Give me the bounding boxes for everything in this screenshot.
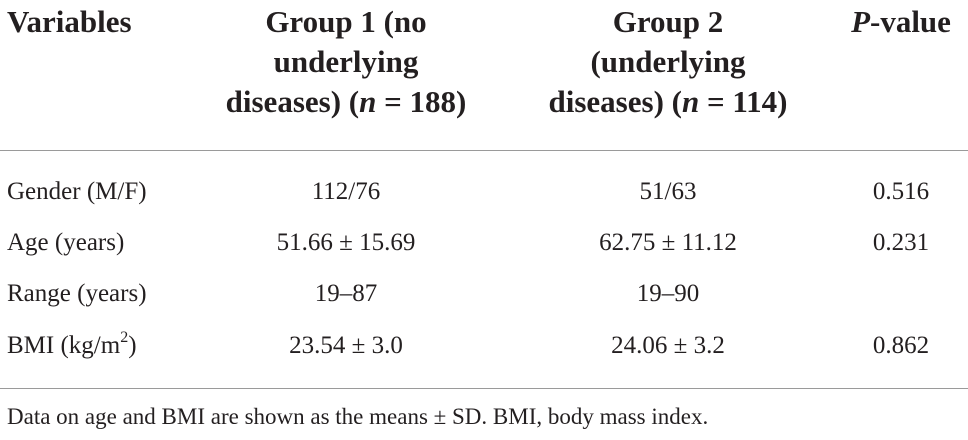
header-group1-line3: diseases) (n = 188) — [196, 82, 496, 122]
table-row: Gender (M/F) 112/76 51/63 0.516 — [0, 172, 968, 212]
header-pvalue-label: P-value — [836, 2, 966, 42]
row-p-value: 0.516 — [872, 178, 930, 205]
bmi-label-prefix: BMI (kg/m — [7, 332, 121, 359]
row-group1-value: 112/76 — [311, 178, 381, 205]
row-group2-value: 24.06 ± 3.2 — [611, 332, 725, 359]
table-row: Range (years) 19–87 19–90 — [0, 274, 968, 314]
table-header-variables: Variables — [7, 2, 132, 42]
header-group1-line2: underlying — [273, 44, 419, 79]
header-group2-line3-prefix: diseases) ( — [548, 84, 682, 119]
header-group2-line1: Group 2 — [612, 4, 724, 39]
row-group1-value: 19–87 — [314, 280, 378, 307]
row-variable-label: BMI (kg/m2) — [7, 326, 137, 366]
row-group2-value: 62.75 ± 11.12 — [599, 229, 737, 256]
row-group1-value: 51.66 ± 15.69 — [276, 229, 416, 256]
row-group1-value: 23.54 ± 3.0 — [289, 332, 403, 359]
header-group2-line2: (underlying — [590, 44, 746, 79]
table-row: BMI (kg/m2) 23.54 ± 3.0 24.06 ± 3.2 0.86… — [0, 326, 968, 366]
header-group1-n-symbol: n — [359, 84, 377, 119]
header-group2-line3: diseases) (n = 114) — [518, 82, 818, 122]
table-header-pvalue: P-value — [836, 2, 966, 42]
header-group1-line3-prefix: diseases) ( — [225, 84, 360, 119]
bmi-label-superscript: 2 — [120, 328, 129, 346]
row-variable-label: Age (years) — [7, 229, 125, 256]
header-p-symbol: P — [851, 4, 870, 39]
table-row: Age (years) 51.66 ± 15.69 62.75 ± 11.12 … — [0, 223, 968, 263]
row-group2-value: 51/63 — [639, 178, 697, 205]
header-group2-line3-suffix: = 114) — [699, 84, 788, 119]
row-variable-label: Gender (M/F) — [7, 178, 147, 205]
table-footnote: Data on age and BMI are shown as the mea… — [7, 404, 709, 429]
row-group2-value: 19–90 — [636, 280, 700, 307]
bmi-label-suffix: ) — [128, 332, 137, 359]
header-variables-label: Variables — [7, 4, 132, 39]
footer-divider — [0, 388, 968, 389]
header-divider — [0, 150, 968, 151]
header-group1-line1: Group 1 (no — [265, 4, 427, 39]
row-p-value: 0.862 — [872, 332, 930, 359]
header-group2-n-symbol: n — [681, 84, 700, 119]
header-group1-line3-suffix: = 188) — [376, 84, 467, 119]
table-header-group2: Group 2 (underlying diseases) (n = 114) — [518, 2, 818, 122]
row-variable-label: Range (years) — [7, 280, 147, 307]
header-pvalue-suffix: -value — [870, 4, 951, 39]
table-header-group1: Group 1 (no underlying diseases) (n = 18… — [196, 2, 496, 122]
row-p-value: 0.231 — [872, 229, 930, 256]
